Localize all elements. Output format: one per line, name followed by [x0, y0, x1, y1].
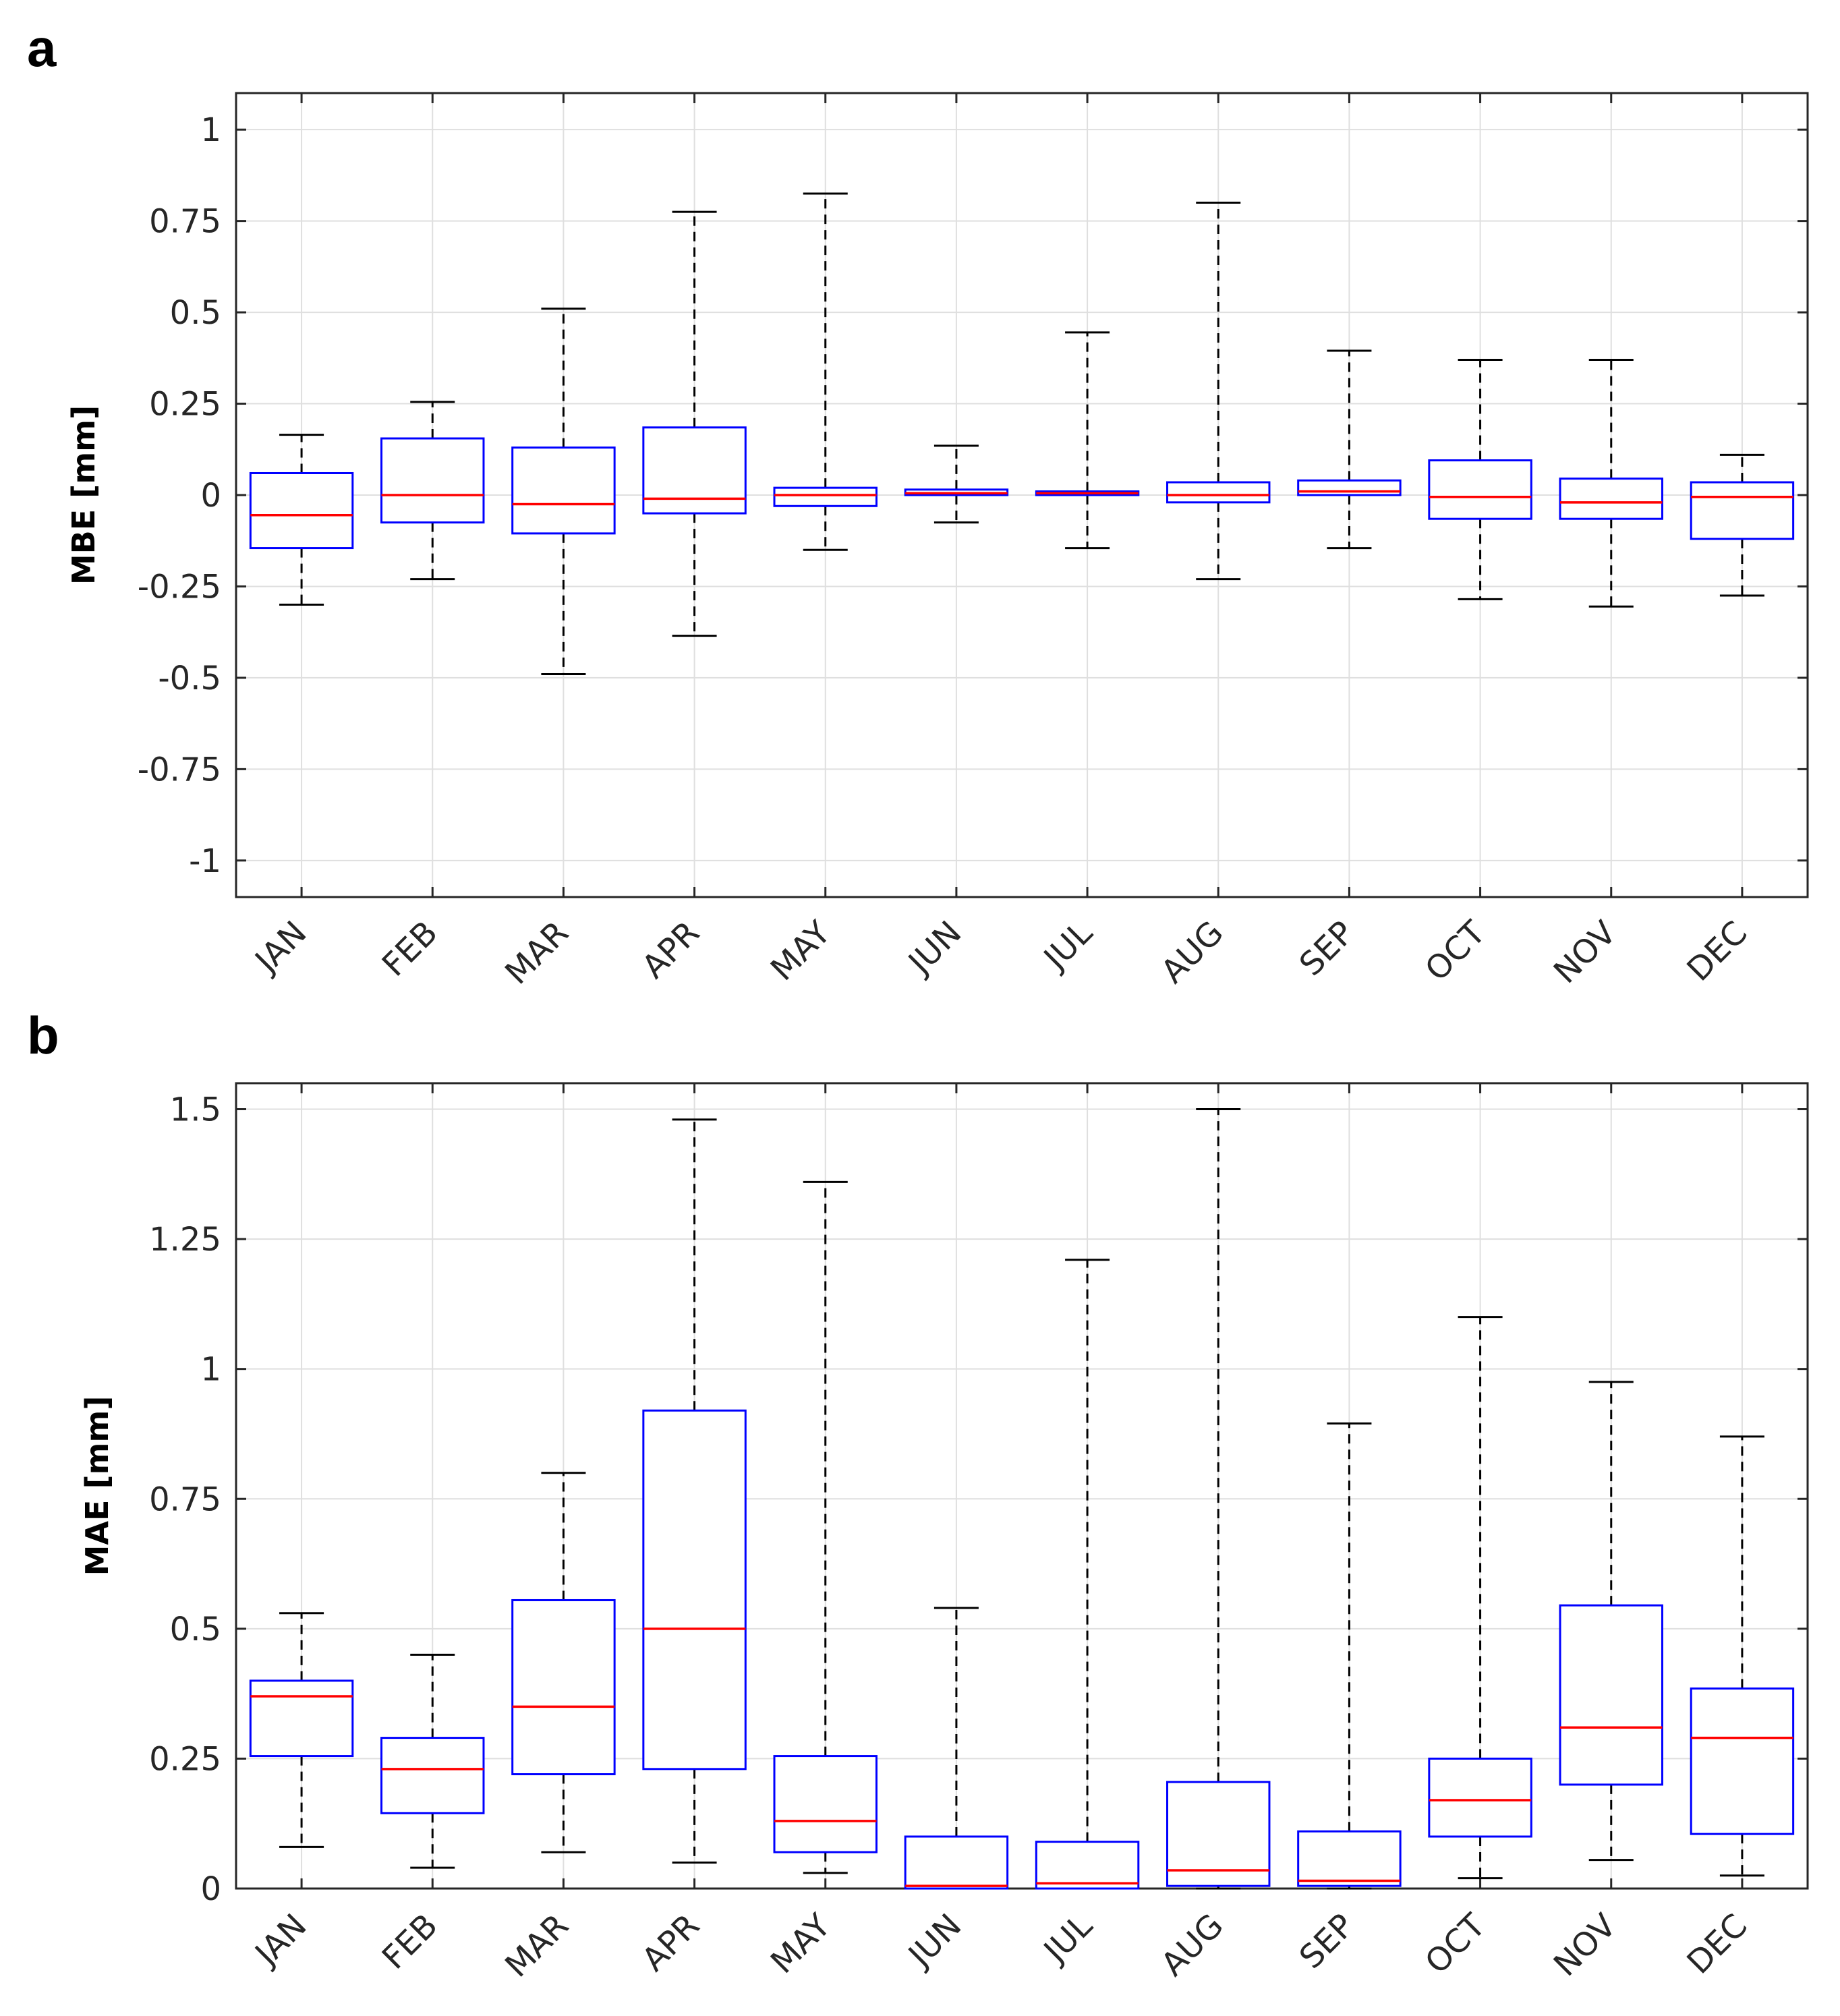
x-tick-label: AUG [1154, 914, 1231, 991]
y-tick-label: 0 [200, 1870, 221, 1908]
x-tick-label: DEC [1680, 1907, 1755, 1982]
box-jan [249, 1612, 354, 1848]
panel-label: a [27, 18, 57, 78]
x-tick-label: AUG [1154, 1907, 1231, 1984]
box-jul [1035, 1259, 1140, 1890]
axes-frame [235, 1082, 1809, 1890]
box-aug [1166, 202, 1271, 581]
x-tick-label: MAY [764, 1906, 838, 1981]
y-tick-label: 1 [200, 1351, 221, 1389]
x-tick-label: DEC [1680, 914, 1755, 989]
box-iqr [1035, 1841, 1140, 1890]
box-iqr [1297, 479, 1402, 496]
x-tick-label: MAR [498, 914, 576, 992]
panel-b: b 0 0.25 0.5 0.75 1 1.25 1.5 MAE [mm] JAN FEB MAR AP… [27, 1006, 1809, 1985]
box-iqr [380, 437, 485, 524]
box-nov [1559, 359, 1663, 608]
y-tick-label: 0.5 [170, 294, 221, 332]
box-oct [1428, 1316, 1532, 1880]
x-tick-label: JUN [900, 1907, 969, 1976]
x-tick-label: OCT [1418, 1906, 1493, 1981]
x-tick-label: JUL [1035, 914, 1100, 979]
box-iqr [380, 1737, 485, 1814]
box-dec [1690, 1435, 1795, 1877]
box-sep [1297, 1422, 1402, 1890]
y-tick-label: 0.75 [149, 203, 221, 241]
box-iqr [249, 1679, 354, 1758]
box-feb [380, 401, 485, 581]
x-tick-label: SEP [1292, 914, 1362, 983]
box-aug [1166, 1108, 1271, 1890]
box-feb [380, 1653, 485, 1869]
x-tick-label: JUN [900, 914, 969, 983]
panel-label: b [27, 1006, 59, 1065]
y-tick-label: -0.75 [138, 751, 221, 788]
y-axis-label: MBE [mm] [65, 405, 102, 585]
box-iqr [1297, 1830, 1402, 1887]
y-tick-label: 0 [200, 477, 221, 515]
box-iqr [1690, 481, 1795, 540]
y-tick-label: -0.25 [138, 568, 221, 606]
box-iqr [642, 426, 747, 515]
box-iqr [773, 1755, 878, 1853]
box-iqr [511, 447, 616, 535]
box-nov [1559, 1381, 1663, 1862]
box-apr [642, 1118, 747, 1864]
x-tick-label: APR [635, 914, 707, 986]
x-tick-label: SEP [1292, 1907, 1362, 1976]
panel-a: a -1 -0.75 -0.5 -0.25 0 0.25 0.5 0.75 1 MBE [mm] JA… [27, 18, 1809, 992]
y-tick-label: 0.25 [149, 1740, 221, 1778]
box-mar [511, 308, 616, 675]
y-tick-label: 0.75 [149, 1480, 221, 1518]
box-iqr [1559, 1604, 1663, 1786]
box-may [773, 1180, 878, 1874]
x-tick-label: JAN [247, 914, 314, 981]
box-iqr [1166, 481, 1271, 504]
box-oct [1428, 359, 1532, 600]
box-jan [249, 434, 354, 606]
box-dec [1690, 453, 1795, 597]
x-tick-label: MAY [764, 913, 838, 988]
x-tick-label: OCT [1418, 913, 1493, 988]
y-tick-label: 0.5 [170, 1611, 221, 1648]
x-tick-label: JAN [247, 1907, 314, 1974]
x-tick-label: APR [635, 1907, 707, 1979]
x-tick-label: FEB [375, 914, 445, 984]
y-tick-label: -0.5 [158, 660, 221, 697]
box-iqr [1428, 459, 1532, 520]
box-sep [1297, 349, 1402, 550]
box-iqr [249, 471, 354, 550]
y-tick-label: -1 [189, 842, 221, 880]
x-tick-label: FEB [375, 1907, 445, 1977]
y-tick-label: 1 [200, 111, 221, 149]
y-tick-label: 0.25 [149, 386, 221, 424]
x-tick-label: MAR [498, 1907, 576, 1985]
box-iqr [773, 486, 878, 507]
box-iqr [904, 1835, 1009, 1890]
box-iqr [511, 1599, 616, 1776]
x-tick-label: NOV [1547, 1907, 1623, 1984]
box-jun [904, 1607, 1009, 1890]
box-iqr [642, 1409, 747, 1770]
box-iqr [1690, 1687, 1795, 1835]
x-tick-label: NOV [1547, 914, 1623, 991]
box-iqr [1428, 1757, 1532, 1838]
box-jun [904, 444, 1009, 524]
box-iqr [1559, 478, 1663, 520]
box-iqr [1166, 1781, 1271, 1887]
box-jul [1035, 331, 1140, 550]
y-axis-label: MAE [mm] [79, 1396, 115, 1576]
y-tick-label: 1.25 [149, 1221, 221, 1259]
box-apr [642, 210, 747, 637]
box-mar [511, 1472, 616, 1853]
y-tick-label: 1.5 [170, 1091, 221, 1129]
box-may [773, 192, 878, 551]
x-tick-label: JUL [1035, 1907, 1100, 1971]
